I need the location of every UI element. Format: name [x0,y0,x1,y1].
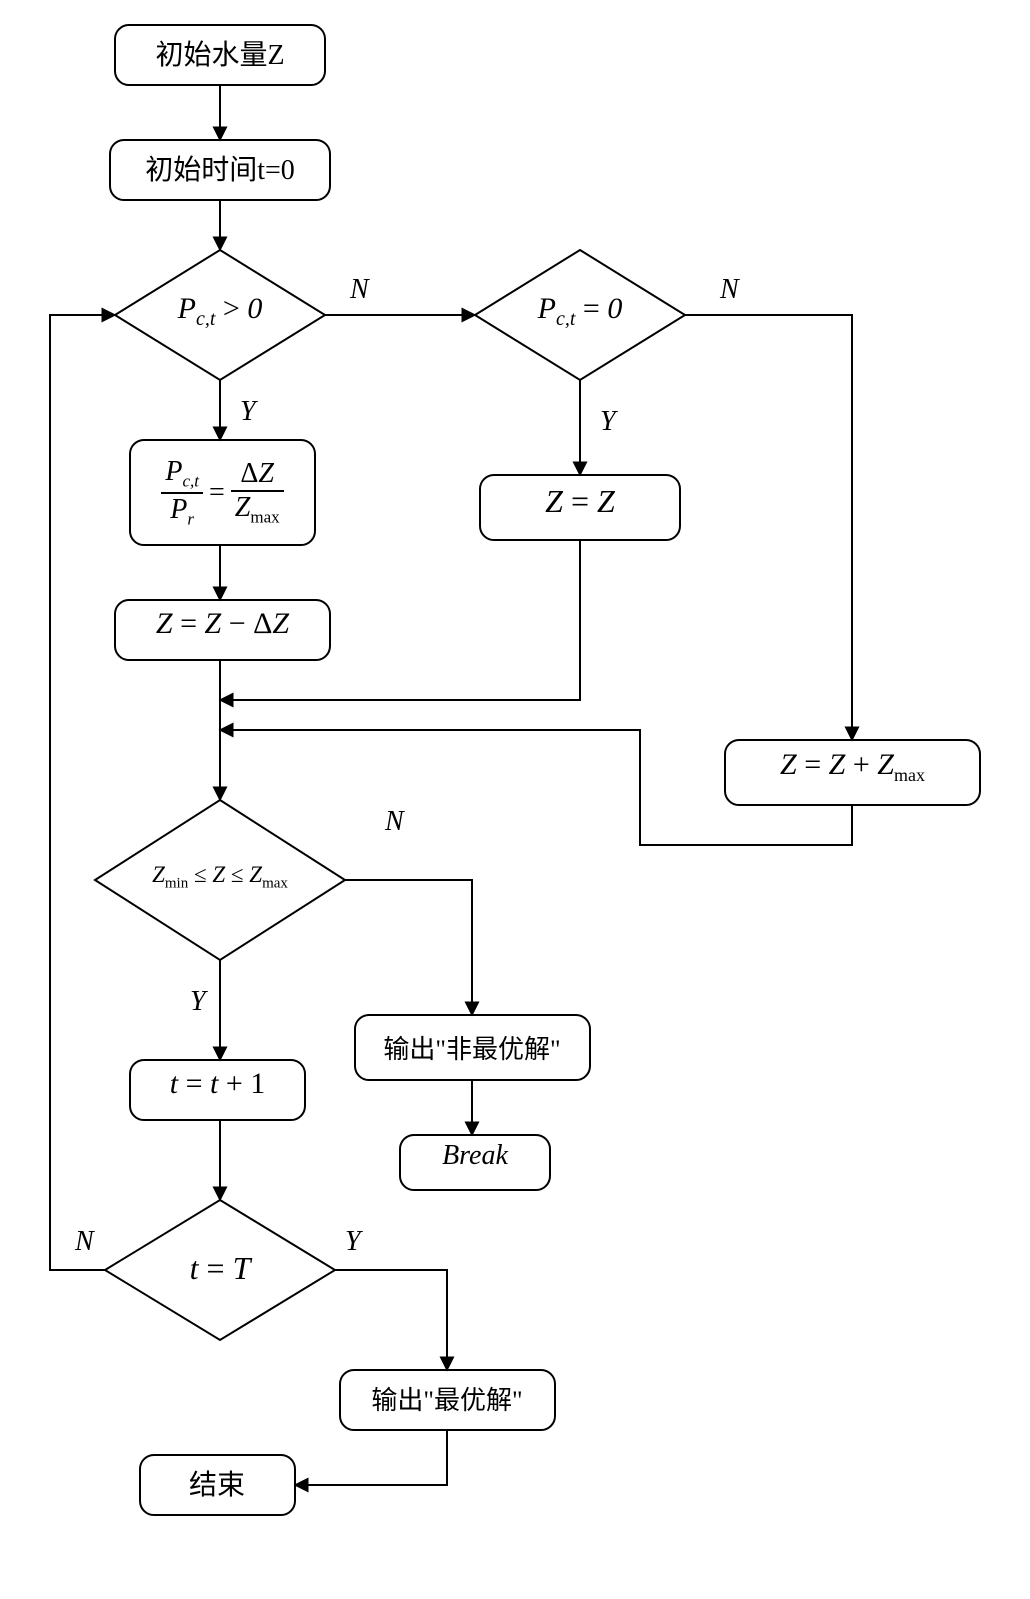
label-n4-Y: Y [600,406,619,437]
node-n8-label: Z = Z + Zmax [725,748,980,798]
label-n9-N: N [384,806,405,837]
node-n2-label: 初始时间t=0 [145,154,295,186]
edge-n13-loop [50,315,115,1270]
edge-n13-n14 [335,1270,447,1370]
node-n15-label: 结束 [189,1469,245,1501]
node-n14-label: 输出"最优解" [371,1386,522,1415]
node-n11-label: t = t + 1 [130,1067,305,1113]
node-n12-label: Break [400,1140,550,1186]
node-n4-label: Pc,t = 0 [500,292,660,338]
node-n3-label: Pc,t > 0 [140,292,300,338]
label-n13-N: N [74,1226,95,1257]
node-n10-label: 输出"非最优解" [383,1035,560,1064]
node-n6-label: Z = Z [480,483,680,533]
edge-n4-n8 [685,315,852,740]
node-n13-label: t = T [150,1250,290,1296]
flowchart-svg: 初始水量Z 初始时间t=0 Pc,t > 0 Pc,t = 0 Pc,t Pr … [0,0,1030,1599]
label-n13-Y: Y [345,1226,364,1257]
node-n1-label: 初始水量Z [155,39,284,71]
label-n9-Y: Y [190,986,209,1017]
edge-n14-n15 [295,1430,447,1485]
edge-n9-n10 [345,880,472,1015]
node-n7-label: Z = Z − ΔZ [115,607,330,653]
label-n4-N: N [719,274,740,305]
node-n9-label: Zmin ≤ Z ≤ Zmax [110,862,330,902]
node-n5-label: Pc,t Pr = ΔZ Zmax [130,443,315,543]
label-n3-N: N [349,274,370,305]
label-n3-Y: Y [240,396,259,427]
